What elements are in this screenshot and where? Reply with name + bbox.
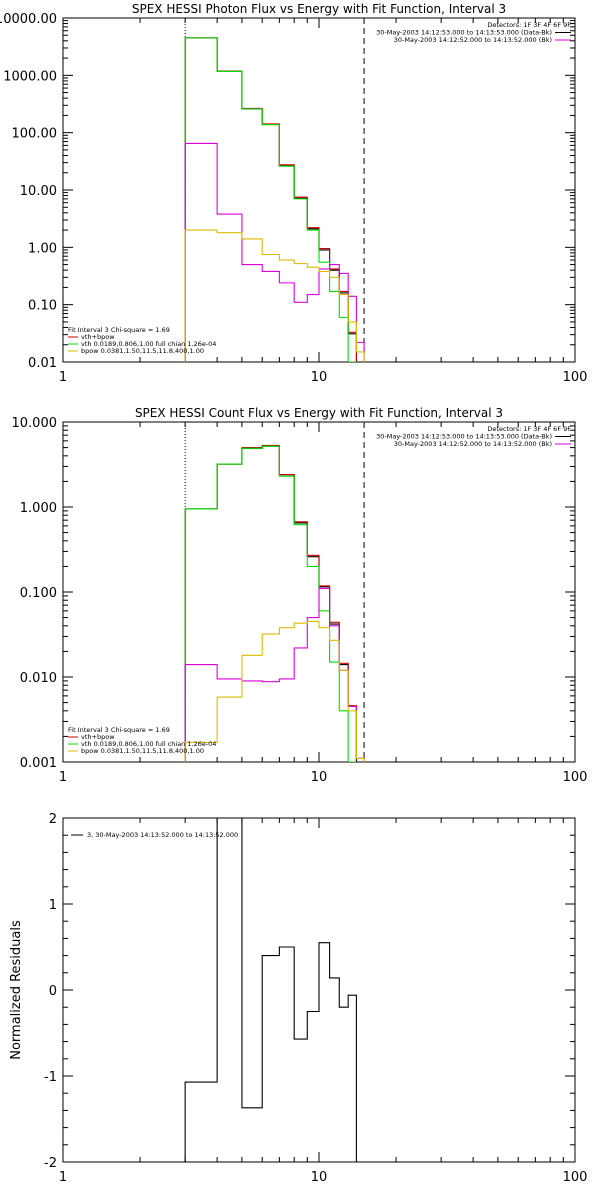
- x-tick-label: 10: [311, 1170, 328, 1185]
- y-tick-label: 1: [49, 898, 57, 913]
- y-axis: -2 -1 0 1 2: [44, 812, 575, 1171]
- y-tick-label: 100.00: [12, 127, 58, 142]
- y-tick-label: 2: [49, 812, 57, 827]
- legend-entry: Detectors: 1F 3F 4F 6F 9F: [487, 425, 571, 433]
- y-tick-label: 10.00: [20, 184, 57, 199]
- series-vth: [184, 37, 357, 362]
- series-vth: [184, 445, 357, 762]
- series-fit: [184, 444, 365, 762]
- legend-entry: 30-May-2003 14:12:52.000 to 14:13:52.000…: [394, 36, 552, 44]
- chart-title: SPEX HESSI Photon Flux vs Energy with Fi…: [132, 2, 506, 16]
- x-tick-label: 1: [59, 370, 67, 385]
- y-tick-label: 0.010: [20, 671, 57, 686]
- chart-title: SPEX HESSI Count Flux vs Energy with Fit…: [135, 406, 503, 420]
- chart-panel-3: 1 10 100 -2 -1 0 1 2 Normalized Residuals 3, 30-M…: [9, 812, 587, 1185]
- series-bpow: [184, 229, 365, 362]
- legend-entry: vth+bpow: [81, 733, 115, 741]
- y-tick-label: 0.100: [20, 586, 57, 601]
- legend-entry: 30-May-2003 14:12:53.000 to 14:13:53.000…: [376, 29, 552, 37]
- legend-entry: Detectors: 1F 3F 4F 6F 9F: [487, 21, 571, 29]
- chart-panel-1: SPEX HESSI Photon Flux vs Energy with Fi…: [0, 2, 587, 385]
- legend-entry: bpow 0.0381,1.50,11.5,11.8,400,1.00: [81, 747, 204, 755]
- y-tick-label: 0: [49, 984, 57, 999]
- data-series: [184, 444, 365, 762]
- y-axis: 0.001 0.010 0.100 1.000 10.000: [12, 416, 575, 771]
- x-axis: 1 10 100: [59, 422, 588, 785]
- x-tick-label: 100: [563, 370, 588, 385]
- y-tick-label: 1000.00: [3, 69, 57, 84]
- series-bpow: [184, 620, 365, 762]
- legend-entry: bpow 0.0381,1.50,11.5,11.8,400,1.00: [81, 347, 204, 355]
- series-total: [184, 37, 357, 362]
- chart-panel-2: SPEX HESSI Count Flux vs Energy with Fit…: [12, 406, 588, 785]
- y-tick-label: 0.01: [28, 356, 57, 371]
- y-tick-label: 1.000: [20, 501, 57, 516]
- data-series: [184, 37, 365, 362]
- legend-bottom-left: Fit Interval 3 Chi-square = 1.69vth+bpow…: [68, 326, 216, 355]
- y-axis-label: Normalized Residuals: [9, 920, 24, 1060]
- series-fit: [184, 37, 357, 362]
- legend-entry: vth 0.0189,0.806,1.00 full chian 1.26e-0…: [81, 740, 216, 748]
- x-tick-label: 10: [311, 370, 328, 385]
- plot-frame: [62, 17, 576, 363]
- x-tick-label: 100: [563, 1170, 588, 1185]
- legend-entry: 30-May-2003 14:12:53.000 to 14:13:53.000…: [376, 433, 552, 441]
- series-total: [184, 445, 365, 762]
- legend-entry: 3, 30-May-2003 14:13:52.000 to 14:13:52.…: [87, 831, 238, 839]
- legend-entry: Fit Interval 3 Chi-square = 1.69: [68, 326, 170, 334]
- data-series: [184, 818, 357, 1162]
- x-tick-label: 1: [59, 1170, 67, 1185]
- x-axis: 1 10 100: [59, 818, 588, 1185]
- y-tick-label: 0.001: [20, 756, 57, 771]
- y-tick-label: 1.00: [28, 241, 57, 256]
- legend-entry: vth 0.0189,0.806,1.00 full chian 1.26e-0…: [81, 340, 216, 348]
- y-tick-label: 10000.00: [0, 12, 57, 27]
- legend-bottom-left: Fit Interval 3 Chi-square = 1.69vth+bpow…: [68, 726, 216, 755]
- y-tick-label: -1: [44, 1070, 57, 1085]
- legend-top-left: 3, 30-May-2003 14:13:52.000 to 14:13:52.…: [71, 831, 238, 839]
- x-tick-label: 10: [311, 770, 328, 785]
- y-axis: 0.01 0.10 1.00 10.00 100.00 1000.00 10000.00: [0, 12, 575, 371]
- series-bk: [184, 142, 365, 362]
- x-tick-label: 100: [563, 770, 588, 785]
- series-residual: [184, 818, 357, 1162]
- legend-entry: Fit Interval 3 Chi-square = 1.69: [68, 726, 170, 734]
- y-tick-label: 0.10: [28, 299, 57, 314]
- legend-entry: 30-May-2003 14:12:52.000 to 14:13:52.000…: [394, 440, 552, 448]
- x-axis: 1 10 100: [59, 18, 588, 385]
- x-tick-label: 1: [59, 770, 67, 785]
- legend-entry: vth+bpow: [81, 333, 115, 341]
- y-tick-label: 10.000: [12, 416, 58, 431]
- y-tick-label: -2: [44, 1156, 57, 1171]
- series-bk: [184, 587, 365, 762]
